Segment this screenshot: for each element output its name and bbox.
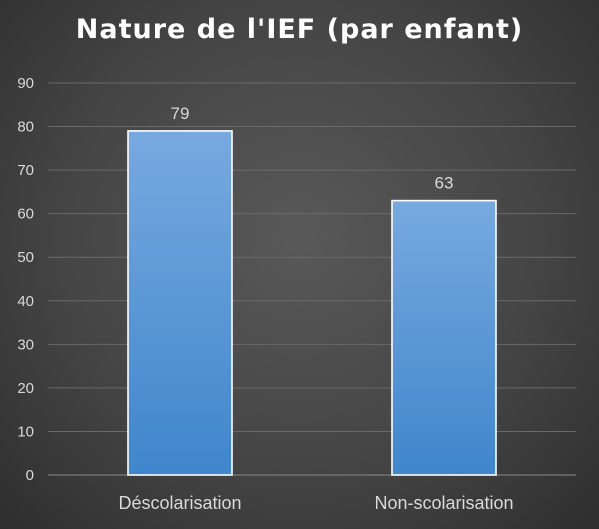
y-tick-label: 20 bbox=[17, 380, 34, 397]
y-tick-label: 40 bbox=[17, 293, 34, 310]
bar-1 bbox=[127, 130, 233, 476]
bars bbox=[127, 130, 497, 476]
x-category-label: Non-scolarisation bbox=[374, 493, 513, 513]
data-labels: 79 63 bbox=[171, 104, 454, 193]
y-tick-label: 0 bbox=[26, 467, 34, 484]
y-tick-label: 90 bbox=[17, 75, 34, 92]
data-label-1: 79 bbox=[171, 104, 190, 123]
y-axis-ticks: 0 10 20 30 40 50 60 70 80 90 bbox=[17, 75, 34, 484]
bar-2 bbox=[391, 199, 497, 476]
y-tick-label: 80 bbox=[17, 119, 34, 136]
y-tick-label: 60 bbox=[17, 206, 34, 223]
data-label-2: 63 bbox=[435, 174, 454, 193]
y-tick-label: 50 bbox=[17, 249, 34, 266]
x-axis-categories: Déscolarisation Non-scolarisation bbox=[118, 493, 513, 513]
x-category-label: Déscolarisation bbox=[118, 493, 241, 513]
y-tick-label: 30 bbox=[17, 336, 34, 353]
chart-title: Nature de l'IEF (par enfant) bbox=[75, 14, 524, 45]
y-tick-label: 70 bbox=[17, 162, 34, 179]
y-tick-label: 10 bbox=[17, 423, 34, 440]
